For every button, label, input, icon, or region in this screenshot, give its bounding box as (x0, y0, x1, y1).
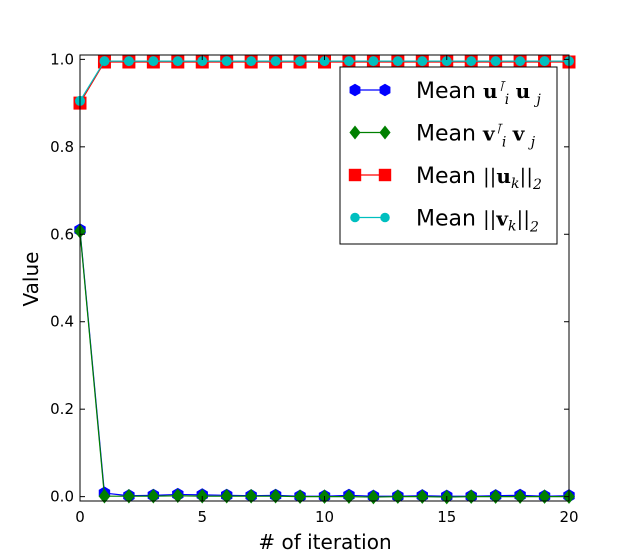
data-point-s4-8 (270, 56, 281, 67)
data-point-s4-17 (490, 56, 501, 67)
legend: Mean u⊺i u j Mean v⊺i v j Mean ||uk||2 Mean… (339, 66, 558, 245)
legend-marker-3 (348, 168, 362, 182)
legend-marker-end-2 (379, 125, 391, 140)
data-point-s2-16 (465, 489, 478, 504)
data-point-s4-4 (172, 56, 183, 67)
legend-box (339, 66, 558, 245)
axes: 0 5 10 15 20 0.0 0.2 0.4 0.6 0.8 1.0 (50, 50, 578, 526)
data-point-s4-2 (123, 56, 134, 67)
data-point-s2-14 (416, 489, 429, 504)
legend-marker-end-3 (378, 168, 392, 182)
data-point-s4-9 (295, 56, 306, 67)
data-point-s2-13 (392, 489, 404, 504)
y-tick-label-0: 0.0 (50, 488, 74, 506)
data-point-s2-19 (538, 489, 551, 504)
data-point-s2-1 (98, 488, 111, 504)
x-tick-label-0: 0 (75, 508, 85, 526)
y-tick-label-4: 0.8 (50, 138, 74, 156)
x-tick-label-1: 5 (197, 508, 207, 526)
y-tick-label-5: 1.0 (50, 50, 74, 68)
y-tick-label-2: 0.4 (50, 313, 74, 331)
y-axis-title: Value (19, 252, 43, 307)
x-tick-label-2: 10 (315, 508, 334, 526)
legend-marker-end-1 (379, 83, 391, 97)
plot-area (73, 55, 576, 505)
data-point-s4-3 (148, 56, 159, 67)
data-point-s2-11 (343, 489, 355, 504)
data-point-s2-6 (220, 488, 233, 504)
legend-marker-4 (350, 212, 360, 223)
y-tick-label-3: 0.6 (50, 225, 74, 243)
data-point-s4-12 (368, 56, 379, 67)
y-tick-label-1: 0.2 (50, 400, 74, 418)
data-point-s4-13 (392, 56, 403, 67)
data-point-s4-6 (221, 56, 232, 67)
data-point-s2-3 (147, 488, 160, 504)
data-point-s2-7 (245, 488, 257, 504)
x-axis-title: # of iteration (258, 530, 391, 554)
x-tick-label-4: 20 (559, 508, 578, 526)
data-point-s2-4 (171, 488, 184, 504)
data-point-s4-16 (466, 56, 477, 67)
data-point-s4-14 (417, 56, 428, 67)
legend-label-4: Mean ||vk||2 (416, 207, 539, 236)
data-point-s4-18 (515, 56, 526, 67)
data-point-s4-1 (99, 56, 110, 67)
data-point-s2-8 (269, 488, 282, 504)
legend-marker-end-4 (380, 212, 390, 223)
data-point-s4-7 (246, 56, 257, 67)
data-point-s4-11 (343, 56, 354, 67)
legend-label-2: Mean v⊺i v j (416, 122, 536, 151)
legend-label-1: Mean u⊺i u j (416, 79, 542, 108)
data-point-s2-9 (294, 489, 306, 504)
data-point-s2-18 (514, 489, 526, 504)
data-point-s4-19 (539, 56, 550, 67)
data-point-s2-17 (489, 489, 502, 504)
x-tick-label-3: 15 (437, 508, 456, 526)
legend-label-3: Mean ||uk||2 (416, 164, 542, 193)
series-markers-2 (74, 223, 575, 505)
legend-marker-2 (349, 125, 361, 140)
legend-marker-1 (349, 83, 361, 97)
series-markers-4 (75, 56, 574, 106)
data-point-s2-2 (123, 488, 135, 504)
data-point-s2-12 (367, 489, 380, 505)
